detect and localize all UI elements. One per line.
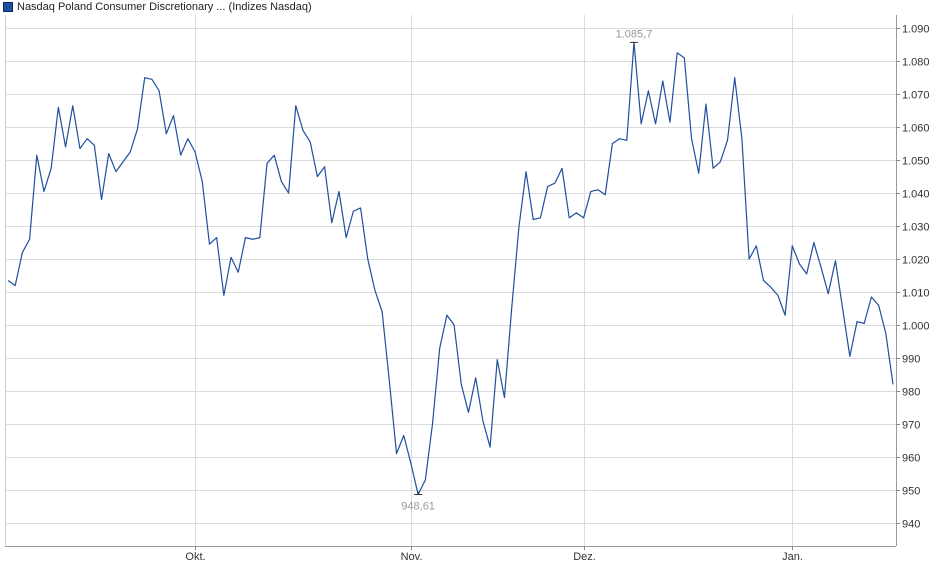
y-tick-label: 1.050 [902, 156, 930, 168]
x-tick-label: Dez. [573, 551, 596, 563]
y-tick-label: 1.030 [902, 222, 930, 234]
gridlines [5, 15, 896, 546]
series-line [7, 41, 894, 496]
x-tick-label: Okt. [185, 551, 205, 563]
extreme-label: 1.085,7 [616, 28, 653, 40]
y-tick-label: 940 [902, 519, 920, 531]
y-tick-label: 1.060 [902, 123, 930, 135]
y-axis: 940 950 960 970 980 990 1.000 1.010 1.020 1.030 1.… [896, 24, 930, 531]
y-tick-label: 1.070 [902, 90, 930, 102]
x-axis: Okt.Nov.Dez.Jan.Feb. [185, 546, 803, 563]
y-tick-label: 970 [902, 420, 920, 432]
y-tick-label: 1.010 [902, 288, 930, 300]
annotations: 1.085,7 948,61 [401, 28, 652, 512]
y-tick-label: 990 [902, 354, 920, 366]
y-tick-label: 1.080 [902, 57, 930, 69]
y-tick-label: 1.040 [902, 189, 930, 201]
legend-label: Nasdaq Poland Consumer Discretionary ...… [17, 1, 312, 13]
x-tick-label: Jan. [782, 551, 803, 563]
y-tick-label: 980 [902, 387, 920, 399]
legend-swatch [3, 2, 13, 12]
y-tick-label: 960 [902, 453, 920, 465]
y-tick-label: 950 [902, 486, 920, 498]
y-tick-label: 1.020 [902, 255, 930, 267]
extreme-label: 948,61 [401, 501, 435, 513]
y-tick-label: 1.090 [902, 24, 930, 36]
series-layer [7, 41, 894, 496]
y-tick-label: 1.000 [902, 321, 930, 333]
chart-legend: Nasdaq Poland Consumer Discretionary ...… [3, 0, 312, 14]
x-tick-label: Nov. [401, 551, 423, 563]
